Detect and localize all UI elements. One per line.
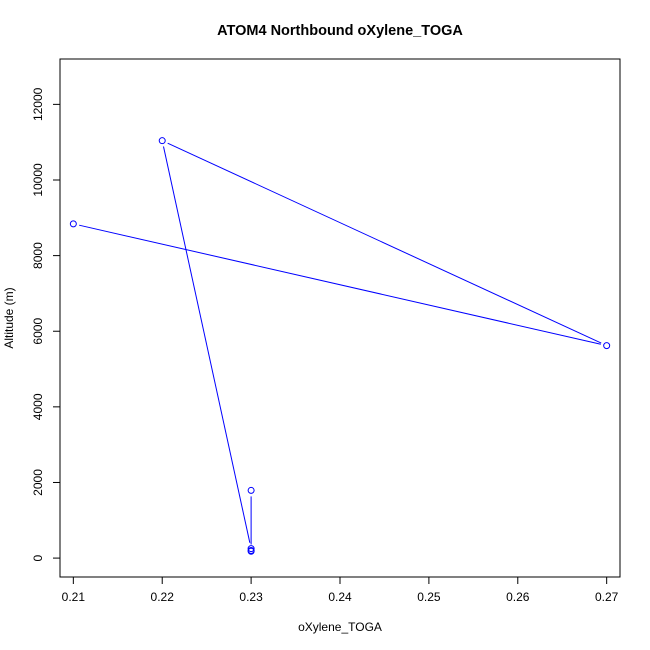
data-point [603,342,611,350]
x-tick-label: 0.26 [506,590,530,604]
data-point [247,486,255,494]
y-tick-label: 0 [31,554,45,561]
y-tick-label: 4000 [31,393,45,420]
plot-frame [59,58,621,578]
series-line-segment [163,146,251,543]
x-tick-label: 0.22 [151,590,175,604]
series-line-segment [167,142,602,344]
chart-title: ATOM4 Northbound oXylene_TOGA [217,23,463,39]
x-tick-label: 0.21 [62,590,86,604]
y-tick-label: 8000 [31,242,45,269]
x-tick-label: 0.27 [595,590,619,604]
x-axis-label: oXylene_TOGA [298,620,382,634]
y-tick-label: 2000 [31,469,45,496]
data-point [69,220,77,228]
series-layer [69,137,611,555]
x-tick-label: 0.23 [239,590,263,604]
x-tick-label: 0.24 [328,590,352,604]
y-tick-label: 12000 [31,87,45,121]
series-line-segment [79,224,601,345]
x-tick-label: 0.25 [417,590,441,604]
data-point [247,547,255,555]
data-point [247,545,255,553]
data-point [158,137,166,145]
y-tick-label: 6000 [31,318,45,345]
y-axis: 0 2000 4000 6000 8000 10000 12000 [31,87,61,561]
x-axis: 0.21 0.22 0.23 0.24 0.25 0.26 0.27 [62,576,619,604]
y-tick-label: 10000 [31,163,45,197]
y-axis-label: Altitude (m) [2,287,16,348]
